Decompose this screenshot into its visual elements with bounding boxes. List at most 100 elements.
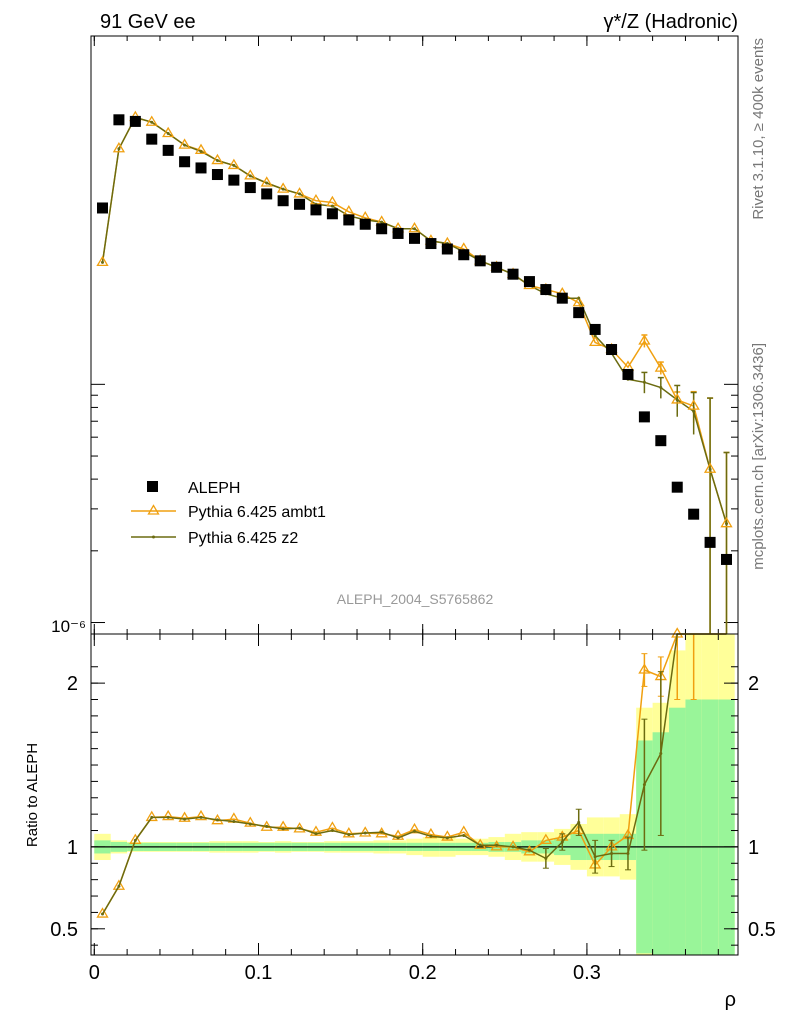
point-aleph [343, 214, 355, 226]
ratio-point-z2 [215, 818, 219, 822]
point-aleph [540, 284, 552, 296]
point-aleph [277, 195, 289, 207]
point-z2 [708, 467, 712, 471]
point-z2 [577, 296, 581, 300]
point-aleph [294, 198, 306, 210]
ratio-point-z2 [413, 829, 416, 833]
point-aleph [392, 227, 404, 239]
ratio-panel: 0.5 0.5 1 1 2 2 0 0.1 0.2 0.3 Ratio to ALEPH ρ [24, 627, 776, 1011]
ratio-point-ambt1 [539, 833, 553, 845]
band-inner [652, 732, 670, 955]
ratio-ytick-label-right: 2 [748, 673, 759, 695]
point-z2 [117, 147, 121, 151]
main-frame-bg [91, 36, 738, 634]
legend-marker-z2 [152, 535, 155, 539]
point-aleph [721, 553, 733, 565]
ratio-point-z2 [117, 884, 121, 888]
ratio-point-z2 [659, 752, 663, 756]
point-aleph [113, 114, 125, 126]
point-ambt1 [276, 182, 290, 193]
ratio-point-z2 [462, 833, 466, 837]
point-ambt1 [572, 295, 585, 307]
rivet-label: Rivet 3.1.10, ≥ 400k events [750, 38, 767, 220]
band-inner [718, 699, 735, 955]
ratio-point-z2 [445, 836, 449, 840]
point-aleph [589, 323, 601, 335]
legend-label-ambt1: Pythia 6.425 ambt1 [188, 504, 326, 521]
point-aleph [146, 133, 158, 145]
point-ambt1 [112, 141, 126, 153]
ratio-point-z2 [429, 834, 433, 838]
ratio-point-ambt1 [342, 827, 355, 838]
point-aleph [523, 276, 535, 288]
point-z2 [298, 192, 302, 196]
point-z2 [413, 227, 416, 231]
point-aleph [671, 481, 683, 493]
point-ambt1 [588, 335, 602, 347]
ratio-point-z2 [265, 824, 269, 828]
point-z2 [215, 159, 219, 163]
point-aleph [638, 411, 650, 423]
point-ambt1 [145, 115, 158, 126]
ratio-ytick-label-right: 0.5 [748, 919, 776, 941]
ratio-ytick-label: 2 [67, 673, 78, 695]
point-z2 [330, 204, 334, 208]
band-inner [685, 699, 702, 955]
ratio-point-z2 [248, 822, 252, 826]
point-z2 [281, 187, 285, 191]
point-aleph [474, 255, 486, 267]
point-z2 [248, 174, 252, 178]
ratio-point-z2 [544, 856, 548, 860]
title-right: γ*/Z (Hadronic) [604, 11, 738, 33]
point-z2 [659, 385, 663, 389]
point-aleph [573, 307, 585, 319]
ratio-point-z2 [330, 829, 334, 833]
point-ambt1 [194, 143, 208, 155]
ratio-ytick-label: 1 [67, 837, 78, 859]
point-ambt1 [244, 169, 257, 180]
ratio-point-z2 [577, 820, 581, 824]
point-ambt1 [408, 221, 421, 233]
ratio-point-ambt1 [162, 809, 175, 821]
ratio-point-ambt1 [523, 845, 536, 856]
ratio-point-z2 [626, 851, 630, 855]
ratio-point-z2 [100, 912, 104, 916]
ratio-point-z2 [281, 827, 285, 831]
point-aleph [409, 232, 420, 244]
point-z2 [642, 380, 646, 384]
point-aleph [688, 508, 700, 520]
main-ticks [91, 36, 738, 634]
ratio-point-z2 [642, 783, 646, 787]
main-series [96, 110, 733, 634]
ratio-ytick-label-right: 1 [748, 837, 759, 859]
point-z2 [725, 522, 729, 526]
ratio-point-z2 [166, 815, 170, 819]
point-z2 [692, 409, 696, 413]
ratio-xtick-label: 0.2 [409, 962, 437, 984]
legend-marker-ambt1 [147, 504, 160, 515]
point-z2 [265, 181, 269, 185]
ratio-point-z2 [314, 832, 318, 836]
analysis-id: ALEPH_2004_S5765862 [337, 591, 494, 607]
ratio-point-ambt1 [96, 907, 109, 918]
ratio-point-z2 [560, 840, 564, 844]
ratio-point-ambt1 [145, 810, 158, 822]
ratio-point-ambt1 [244, 816, 257, 827]
point-aleph [261, 188, 273, 200]
point-ambt1 [671, 393, 684, 404]
ratio-point-ambt1 [112, 879, 126, 890]
point-aleph [326, 208, 338, 220]
ratio-point-z2 [527, 848, 531, 852]
band-inner [669, 707, 686, 955]
ratio-point-z2 [478, 843, 482, 847]
point-ambt1 [720, 516, 733, 528]
legend-marker-aleph [147, 481, 158, 492]
ratio-point-z2 [199, 815, 203, 819]
ratio-xtick-label: 0.3 [573, 962, 601, 984]
point-aleph [655, 435, 667, 447]
point-aleph [179, 156, 191, 168]
ratio-point-z2 [610, 851, 614, 855]
ratio-point-z2 [347, 833, 351, 837]
ratio-point-z2 [363, 831, 367, 835]
ratio-point-z2 [511, 845, 515, 849]
